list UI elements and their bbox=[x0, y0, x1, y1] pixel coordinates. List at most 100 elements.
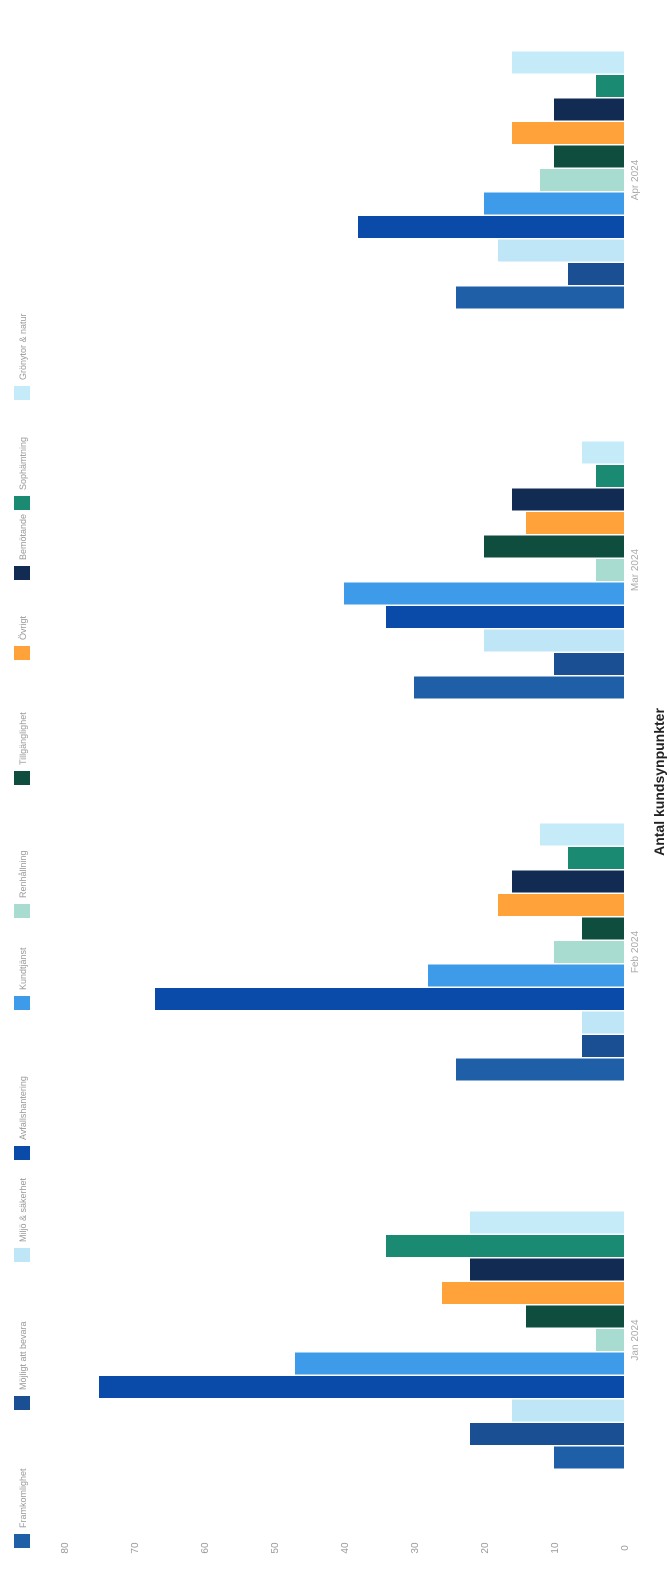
bar bbox=[470, 1423, 624, 1445]
legend: Framkomlighet Möjligt att bevara Miljö & s… bbox=[14, 313, 30, 1548]
legend-item: Grönytor & natur bbox=[14, 313, 30, 400]
legend-label: Sophämtning bbox=[18, 437, 28, 490]
legend-swatch bbox=[14, 386, 30, 400]
bar bbox=[582, 1011, 624, 1034]
bar bbox=[442, 1282, 624, 1304]
legend-swatch bbox=[14, 1534, 30, 1548]
legend-label: Bemötande bbox=[18, 514, 28, 560]
category-label: Apr 2024 bbox=[630, 159, 641, 200]
value-tick-label: 20 bbox=[480, 1542, 491, 1554]
bar bbox=[554, 145, 624, 168]
legend-swatch bbox=[14, 646, 30, 660]
legend-label: Tillgänglighet bbox=[18, 712, 28, 765]
legend-label: Avfallshantering bbox=[18, 1076, 28, 1140]
bar bbox=[526, 512, 624, 534]
bar bbox=[512, 51, 624, 74]
bar bbox=[540, 169, 624, 191]
bar bbox=[295, 1352, 624, 1375]
bar bbox=[540, 823, 624, 846]
bar bbox=[512, 122, 624, 144]
bar bbox=[596, 465, 624, 487]
category-label: Feb 2024 bbox=[630, 930, 641, 973]
bar bbox=[554, 1446, 624, 1469]
bar bbox=[554, 941, 624, 963]
legend-swatch bbox=[14, 1146, 30, 1160]
bar bbox=[568, 263, 624, 285]
value-tick-label: 40 bbox=[340, 1542, 351, 1554]
bar-group bbox=[99, 1211, 624, 1469]
legend-label: Framkomlighet bbox=[18, 1468, 28, 1528]
legend-item: Renhållning bbox=[14, 850, 30, 918]
bar bbox=[428, 964, 624, 987]
bar-group bbox=[155, 823, 624, 1081]
bar bbox=[596, 75, 624, 97]
value-tick-label: 10 bbox=[550, 1542, 561, 1554]
value-tick-label: 60 bbox=[200, 1542, 211, 1554]
bar bbox=[386, 1235, 624, 1257]
legend-swatch bbox=[14, 996, 30, 1010]
bar bbox=[470, 1258, 624, 1281]
legend-swatch bbox=[14, 904, 30, 918]
bar bbox=[554, 653, 624, 675]
bar bbox=[386, 606, 624, 628]
legend-label: Övrigt bbox=[18, 615, 28, 640]
value-tick-label: 80 bbox=[60, 1542, 71, 1554]
bar bbox=[358, 216, 624, 238]
value-axis: 0 10 20 30 40 50 60 70 80 bbox=[60, 1542, 631, 1554]
bar bbox=[596, 1329, 624, 1351]
legend-item: Sophämtning bbox=[14, 437, 30, 510]
bar bbox=[498, 239, 624, 262]
legend-item: Övrigt bbox=[14, 615, 30, 660]
bar bbox=[526, 1305, 624, 1328]
bar bbox=[155, 988, 624, 1010]
legend-item: Kundtjänst bbox=[14, 947, 30, 1010]
legend-item: Tillgänglighet bbox=[14, 712, 30, 785]
bar bbox=[484, 629, 624, 652]
bar bbox=[512, 488, 624, 511]
bar bbox=[484, 192, 624, 215]
legend-swatch bbox=[14, 496, 30, 510]
value-tick-label: 0 bbox=[620, 1545, 631, 1551]
bar bbox=[596, 559, 624, 581]
bar bbox=[99, 1376, 624, 1398]
value-tick-label: 70 bbox=[130, 1542, 141, 1554]
value-tick-label: 30 bbox=[410, 1542, 421, 1554]
bar bbox=[456, 286, 624, 309]
bar bbox=[484, 535, 624, 558]
category-axis: Jan 2024 Feb 2024 Mar 2024 Apr 2024 bbox=[630, 159, 641, 1360]
bar bbox=[498, 894, 624, 916]
legend-item: Möjligt att bevara bbox=[14, 1321, 30, 1410]
category-label: Jan 2024 bbox=[630, 1319, 641, 1361]
value-tick-label: 50 bbox=[270, 1542, 281, 1554]
plot-area bbox=[99, 51, 624, 1469]
bar bbox=[554, 98, 624, 121]
legend-swatch bbox=[14, 1248, 30, 1262]
category-label: Mar 2024 bbox=[630, 548, 641, 591]
legend-item: Miljö & säkerhet bbox=[14, 1177, 30, 1262]
legend-label: Möjligt att bevara bbox=[18, 1321, 28, 1390]
bar bbox=[414, 676, 624, 699]
legend-item: Framkomlighet bbox=[14, 1468, 30, 1548]
legend-swatch bbox=[14, 771, 30, 785]
bar bbox=[344, 582, 624, 605]
bar bbox=[582, 1035, 624, 1057]
legend-item: Bemötande bbox=[14, 514, 30, 580]
legend-label: Kundtjänst bbox=[18, 947, 28, 990]
bar bbox=[512, 1399, 624, 1422]
bar-group bbox=[344, 441, 624, 699]
bar bbox=[470, 1211, 624, 1234]
bar bbox=[582, 441, 624, 464]
bar-group bbox=[358, 51, 624, 309]
legend-label: Grönytor & natur bbox=[18, 313, 28, 380]
chart-title: Antal kundsynpunkter bbox=[651, 708, 667, 856]
legend-item: Avfallshantering bbox=[14, 1076, 30, 1160]
legend-swatch bbox=[14, 566, 30, 580]
bar bbox=[568, 847, 624, 869]
legend-label: Miljö & säkerhet bbox=[18, 1177, 28, 1242]
bar bbox=[582, 917, 624, 940]
bar bbox=[512, 870, 624, 893]
bar bbox=[456, 1058, 624, 1081]
legend-swatch bbox=[14, 1396, 30, 1410]
legend-label: Renhållning bbox=[18, 850, 28, 898]
